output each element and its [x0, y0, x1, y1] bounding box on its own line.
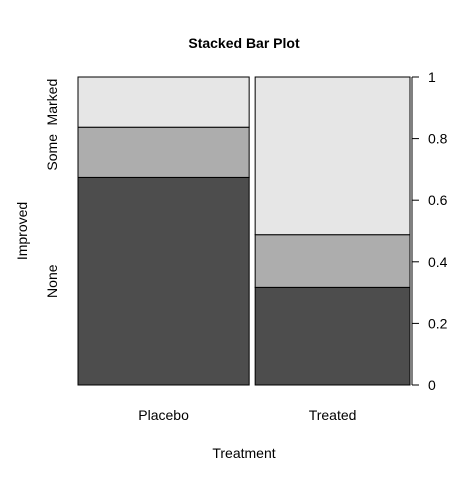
bar-segment-placebo-marked [77, 76, 250, 128]
right-axis: 0 0.2 0.4 0.6 0.8 1 [411, 69, 448, 393]
bar-segment-treated-none [254, 286, 411, 386]
left-axis-labels: None Some Marked [44, 79, 60, 298]
chart-title: Stacked Bar Plot [188, 35, 300, 51]
category-label-treated: Treated [309, 407, 357, 423]
category-labels: Placebo Treated [138, 407, 356, 423]
category-label-placebo: Placebo [138, 407, 189, 423]
right-axis-tick-label: 1 [428, 69, 436, 85]
left-axis-label-some: Some [44, 134, 60, 171]
bars-group [77, 76, 411, 386]
left-axis-label-none: None [44, 264, 60, 298]
bar-segment-placebo-none [77, 176, 250, 386]
y-axis-label: Improved [14, 202, 30, 260]
bar-segment-treated-some [254, 234, 411, 288]
right-axis-tick-label: 0.4 [428, 254, 448, 270]
x-axis-label: Treatment [212, 445, 275, 461]
right-axis-tick-label: 0.2 [428, 315, 448, 331]
left-axis-label-marked: Marked [44, 79, 60, 126]
right-axis-tick-label: 0.8 [428, 131, 448, 147]
right-axis-tick-label: 0 [428, 377, 436, 393]
right-axis-tick-label: 0.6 [428, 192, 448, 208]
bar-segment-treated-marked [254, 76, 411, 236]
bar-segment-placebo-some [77, 126, 250, 178]
